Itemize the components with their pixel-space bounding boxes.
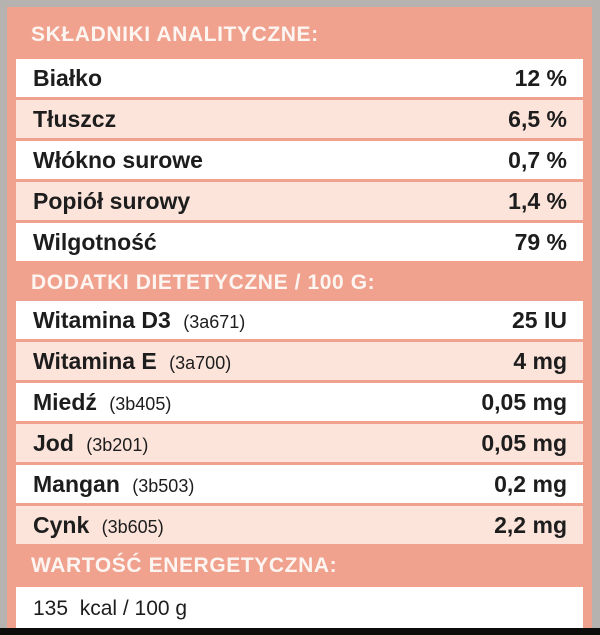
row-label: Cynk xyxy=(33,511,90,538)
row-label: Wilgotność xyxy=(33,228,157,255)
table-row-witamina-d3: Witamina D3 (3a671) 25 IU xyxy=(16,301,583,339)
energy-value: 135 kcal / 100 g xyxy=(33,597,188,620)
row-label: Witamina D3 xyxy=(33,306,171,333)
row-label: Miedź xyxy=(33,388,97,415)
table-row-bialko: Białko 12 % xyxy=(16,59,583,97)
bottom-black-strip xyxy=(0,628,600,635)
row-value: 0,2 mg xyxy=(494,470,567,497)
row-label-group: Jod (3b201) xyxy=(33,430,148,457)
row-value: 4 mg xyxy=(513,347,567,374)
row-label: Mangan xyxy=(33,470,120,497)
row-value: 2,2 mg xyxy=(494,511,567,538)
table-row-cynk: Cynk (3b605) 2,2 mg xyxy=(16,506,583,544)
additive-code: (3b201) xyxy=(86,434,149,455)
row-value: 79 % xyxy=(514,228,567,255)
row-label-group: Cynk (3b605) xyxy=(33,512,164,539)
table-row-energy-value: 135 kcal / 100 g xyxy=(16,587,583,631)
additive-code: (3b405) xyxy=(109,393,172,414)
row-value: 0,7 % xyxy=(508,146,567,173)
row-label: Witamina E xyxy=(33,347,157,374)
row-value: 1,4 % xyxy=(508,187,567,214)
row-label: Włókno surowe xyxy=(33,146,203,173)
row-value: 25 IU xyxy=(512,306,567,333)
row-value: 0,05 mg xyxy=(481,429,567,456)
row-label-group: Miedź (3b405) xyxy=(33,389,171,416)
section-header-energy: WARTOŚĆ ENERGETYCZNA: xyxy=(31,553,338,577)
table-row-mangan: Mangan (3b503) 0,2 mg xyxy=(16,465,583,503)
row-label-group: Witamina D3 (3a671) xyxy=(33,307,245,334)
table-row-miedz: Miedź (3b405) 0,05 mg xyxy=(16,383,583,421)
additive-code: (3a700) xyxy=(169,352,232,373)
section-header-dietary-additives: DODATKI DIETETYCZNE / 100 G: xyxy=(31,270,376,294)
table-row-popiol: Popiół surowy 1,4 % xyxy=(16,182,583,220)
row-value: 0,05 mg xyxy=(481,388,567,415)
additive-code: (3b605) xyxy=(101,516,164,537)
table-row-tluszcz: Tłuszcz 6,5 % xyxy=(16,100,583,138)
row-label: Jod xyxy=(33,429,74,456)
row-label: Białko xyxy=(33,64,103,91)
row-label: Tłuszcz xyxy=(33,105,117,132)
row-label: Popiół surowy xyxy=(33,187,191,214)
table-row-jod: Jod (3b201) 0,05 mg xyxy=(16,424,583,462)
row-value: 6,5 % xyxy=(508,105,567,132)
row-label-group: Witamina E (3a700) xyxy=(33,348,231,375)
nutrition-label-panel: SKŁADNIKI ANALITYCZNE: Białko 12 % Tłusz… xyxy=(7,7,592,631)
additive-code: (3b503) xyxy=(132,475,195,496)
table-row-wilgotnosc: Wilgotność 79 % xyxy=(16,223,583,261)
row-label-group: Mangan (3b503) xyxy=(33,471,194,498)
section-header-analytical: SKŁADNIKI ANALITYCZNE: xyxy=(31,22,319,46)
row-value: 12 % xyxy=(514,64,567,91)
additive-code: (3a671) xyxy=(183,311,246,332)
table-row-wlokno: Włókno surowe 0,7 % xyxy=(16,141,583,179)
table-row-witamina-e: Witamina E (3a700) 4 mg xyxy=(16,342,583,380)
